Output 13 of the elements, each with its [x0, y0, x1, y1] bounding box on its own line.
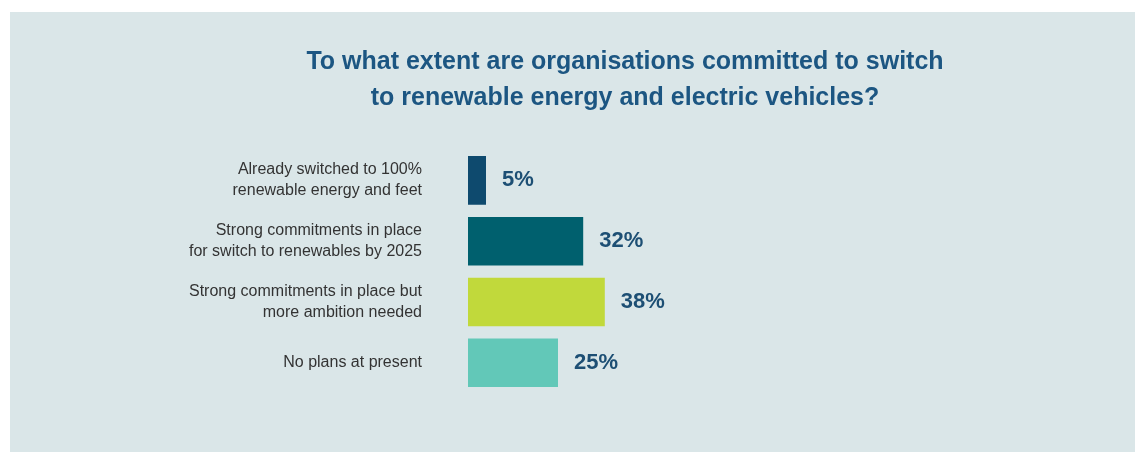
y-tick-label: No plans at present: [283, 353, 423, 371]
data-label: 5%: [502, 166, 534, 192]
data-label: 38%: [620, 288, 665, 314]
y-tick-label: Strong commitments in place for switch to renewables by 2025: [188, 221, 423, 260]
chart-title: To what extent are organisations committed to switch to renewable energy and electric vehicles?: [306, 45, 944, 110]
data-label: 25%: [574, 348, 619, 374]
bar: [468, 277, 605, 327]
bar: [468, 156, 486, 205]
y-tick-label: Already switched to 100% renewable energy and feet: [232, 160, 423, 199]
bar: [468, 216, 584, 266]
bar: [468, 338, 558, 388]
y-tick-label: Strong commitments in place but more ambition needed: [189, 282, 423, 320]
data-label: 32%: [599, 227, 644, 253]
